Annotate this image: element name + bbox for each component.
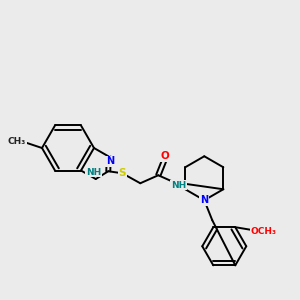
- Text: OCH₃: OCH₃: [250, 227, 276, 236]
- Text: NH: NH: [171, 181, 186, 190]
- Text: CH₃: CH₃: [8, 136, 26, 146]
- Text: N: N: [106, 157, 114, 166]
- Text: S: S: [118, 168, 126, 178]
- Text: NH: NH: [86, 167, 101, 176]
- Text: O: O: [161, 151, 170, 161]
- Text: N: N: [200, 195, 208, 205]
